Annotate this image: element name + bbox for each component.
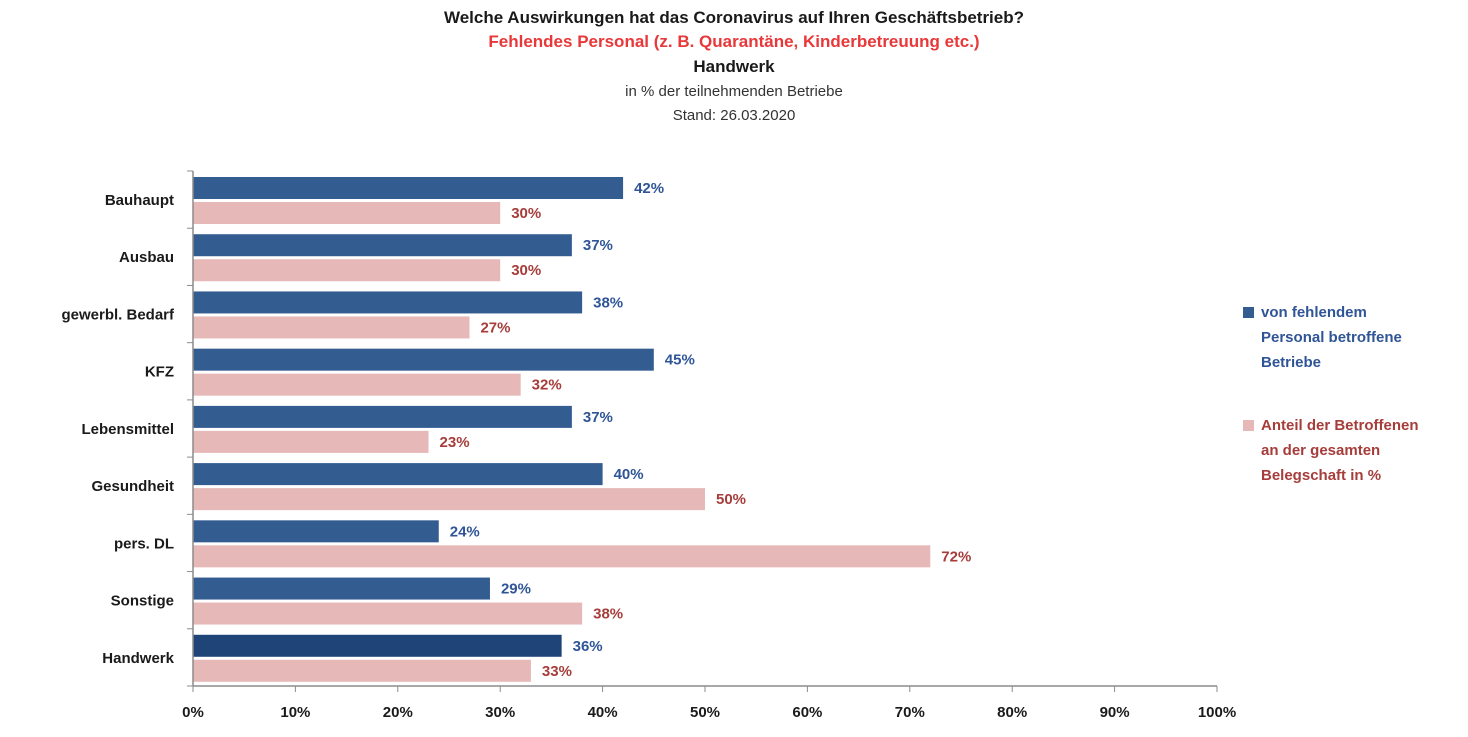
- bar-series-1-pers-dl: [193, 520, 439, 543]
- bar-series-1-kfz: [193, 348, 654, 371]
- category-label-ausbau: Ausbau: [119, 249, 174, 266]
- data-label-series-1-bauhaupt: 42%: [634, 180, 664, 197]
- data-label-series-2-ausbau: 30%: [511, 262, 541, 279]
- data-label-series-1-sonstige: 29%: [501, 581, 531, 598]
- x-tick-label: 60%: [792, 704, 822, 721]
- category-label-bauhaupt: Bauhaupt: [105, 192, 174, 209]
- bar-series-1-ausbau: [193, 234, 572, 257]
- data-label-series-2-sonstige: 38%: [593, 606, 623, 623]
- chart-titles: Welche Auswirkungen hat das Coronavirus …: [0, 6, 1468, 128]
- category-label-pers-dl: pers. DL: [114, 535, 174, 552]
- x-tick-label: 90%: [1100, 704, 1130, 721]
- x-tick-label: 30%: [485, 704, 515, 721]
- bar-series-2-gesundheit: [193, 488, 705, 511]
- data-label-series-2-gewerbl-bedarf: 27%: [480, 319, 510, 336]
- data-label-series-1-ausbau: 37%: [583, 237, 613, 254]
- legend-item-series-1: von fehlendem Personal betroffene Betrie…: [1243, 300, 1468, 375]
- bar-series-2-lebensmittel: [193, 430, 429, 453]
- chart-subtitle: Fehlendes Personal (z. B. Quarantäne, Ki…: [488, 32, 980, 51]
- chart-subtitle-2: Handwerk: [693, 57, 775, 76]
- category-label-gesundheit: Gesundheit: [91, 478, 174, 495]
- chart-title: Welche Auswirkungen hat das Coronavirus …: [443, 8, 1025, 27]
- legend-label-series-1-line-2: Personal betroffene: [1261, 329, 1402, 346]
- bar-series-2-pers-dl: [193, 545, 931, 568]
- data-label-series-1-pers-dl: 24%: [450, 523, 480, 540]
- x-tick-label: 70%: [895, 704, 925, 721]
- data-label-series-2-pers-dl: 72%: [941, 548, 971, 565]
- legend-label-series-2-line-2: an der gesamten: [1261, 442, 1381, 459]
- category-label-lebensmittel: Lebensmittel: [81, 421, 174, 438]
- data-label-series-1-lebensmittel: 37%: [583, 409, 613, 426]
- bar-series-1-lebensmittel: [193, 405, 572, 428]
- bar-series-2-handwerk: [193, 659, 531, 682]
- bar-series-2-ausbau: [193, 259, 501, 282]
- category-label-sonstige: Sonstige: [111, 593, 174, 610]
- category-label-handwerk: Handwerk: [102, 650, 174, 667]
- chart-date-note: Stand: 26.03.2020: [672, 107, 796, 124]
- x-tick-label: 40%: [588, 704, 618, 721]
- data-label-series-2-handwerk: 33%: [542, 663, 572, 680]
- data-label-series-2-lebensmittel: 23%: [440, 434, 470, 451]
- bar-series-2-sonstige: [193, 602, 583, 625]
- bar-series-1-bauhaupt: [193, 177, 624, 199]
- bar-series-1-gesundheit: [193, 463, 603, 486]
- data-label-series-1-kfz: 45%: [665, 352, 695, 369]
- data-label-series-1-handwerk: 36%: [573, 638, 603, 655]
- bar-series-2-bauhaupt: [193, 202, 501, 224]
- legend-item-series-2: Anteil der Betroffenen an der gesamten B…: [1243, 413, 1468, 488]
- data-label-series-2-bauhaupt: 30%: [511, 205, 541, 222]
- x-tick-label: 50%: [690, 704, 720, 721]
- category-label-kfz: KFZ: [145, 364, 174, 381]
- legend-label-series-1-line-1: von fehlendem: [1261, 304, 1367, 321]
- x-tick-label: 20%: [383, 704, 413, 721]
- category-label-gewerbl-bedarf: gewerbl. Bedarf: [61, 306, 175, 323]
- bar-series-1-sonstige: [193, 577, 490, 600]
- legend-label-series-2-line-1: Anteil der Betroffenen: [1261, 417, 1419, 434]
- bar-series-2-kfz: [193, 373, 521, 396]
- x-tick-label: 0%: [182, 704, 204, 721]
- legend-swatch-series-1: [1243, 307, 1254, 318]
- legend-label-series-1-line-3: Betriebe: [1261, 354, 1322, 371]
- bar-series-2-gewerbl-bedarf: [193, 316, 470, 339]
- data-label-series-1-gesundheit: 40%: [614, 466, 644, 483]
- bar-series-1-gewerbl-bedarf: [193, 291, 583, 314]
- bar-series-1-handwerk: [193, 634, 562, 657]
- legend-swatch-series-2: [1243, 420, 1254, 431]
- x-tick-label: 100%: [1198, 704, 1236, 721]
- x-tick-label: 10%: [280, 704, 310, 721]
- legend-label-series-2-line-3: Belegschaft in %: [1261, 467, 1382, 484]
- data-label-series-2-gesundheit: 50%: [716, 491, 746, 508]
- data-label-series-1-gewerbl-bedarf: 38%: [593, 294, 623, 311]
- chart-unit-note: in % der teilnehmenden Betriebe: [625, 83, 843, 100]
- data-label-series-2-kfz: 32%: [532, 377, 562, 394]
- x-tick-label: 80%: [997, 704, 1027, 721]
